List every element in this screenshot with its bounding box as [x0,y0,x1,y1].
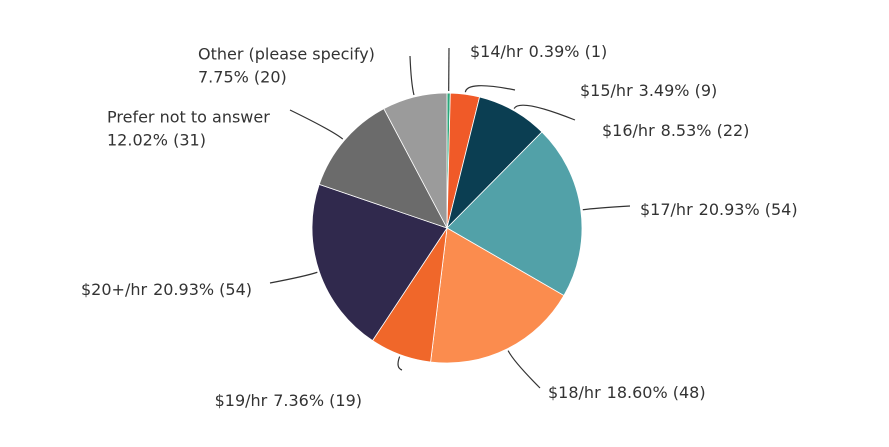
slice-label: $16/hr [602,121,655,140]
slice-label: $17/hr [640,200,693,219]
slice-label-group: $16/hr 8.53% (22) [602,121,749,140]
value-label: 7.75% (20) [198,68,287,87]
slice-label: Prefer not to answer [107,108,270,127]
value-label: 3.49% (9) [639,81,718,100]
leader-line [409,55,415,96]
leader-line [513,104,576,121]
value-label: 7.36% (19) [273,391,362,410]
slice-label: $14/hr [470,42,523,61]
slice-label: $19/hr [215,391,268,410]
value-label: 0.39% (1) [529,42,608,61]
pie-slice [318,108,448,229]
leader-line [397,356,403,371]
pie-slice [446,131,583,297]
slice-label-group: $20+/hr 20.93% (54) [81,280,252,299]
slice-label: $20+/hr [81,280,147,299]
slice-label-group: $15/hr 3.49% (9) [580,81,717,100]
value-label: 20.93% (54) [699,200,798,219]
value-label: 8.53% (22) [661,121,750,140]
slice-label: $15/hr [580,81,633,100]
slice-label-group: $17/hr 20.93% (54) [640,200,798,219]
slice-label: $18/hr [548,383,601,402]
pie-slice [311,183,448,342]
slice-label-group: $19/hr 7.36% (19) [215,391,362,410]
value-label: 18.60% (48) [607,383,706,402]
leader-line [582,205,631,211]
leader-line [269,271,318,284]
pie-slice [383,92,448,229]
value-label: 12.02% (31) [107,131,206,150]
pie-slice [430,227,565,364]
value-label: 20.93% (54) [153,280,252,299]
leader-line [289,109,344,140]
slice-label-group: $14/hr 0.39% (1) [470,42,607,61]
leader-line [507,350,541,389]
slice-label-group: $18/hr 18.60% (48) [548,383,706,402]
slice-label: Other (please specify) [198,45,375,64]
leader-line [464,85,516,93]
